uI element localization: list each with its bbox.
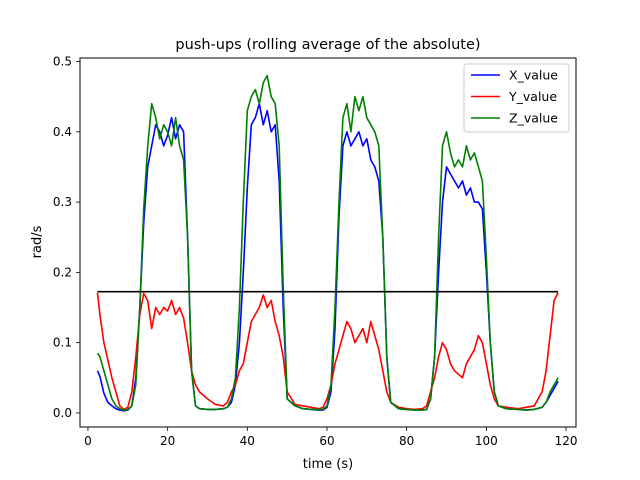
chart-title: push-ups (rolling average of the absolut… [175,37,480,53]
x-tick-label: 40 [240,434,255,448]
x-tick-label: 120 [555,434,578,448]
y-tick-label: 0.4 [53,125,72,139]
legend-label: X_value [509,68,558,83]
y-tick-label: 0.0 [53,406,72,420]
legend-label: Y_value [508,89,557,104]
legend: X_value Y_value Z_value [463,63,570,133]
y-axis-label: rad/s [30,225,45,258]
plot-frame [79,57,577,428]
x-axis-label: time (s) [303,457,353,472]
series-layer [96,74,559,412]
x-axis-ticks: 0 20 40 60 80 100 120 [84,427,577,448]
legend-box [463,63,570,133]
x-tick-label: 80 [399,434,414,448]
y-axis-ticks: 0.0 0.1 0.2 0.3 0.4 0.5 [53,55,80,420]
x-tick-label: 100 [475,434,498,448]
y-tick-label: 0.1 [53,336,72,350]
x-tick-label: 20 [160,434,175,448]
legend-label: Z_value [509,111,558,126]
series-line-y-value [96,292,559,411]
y-tick-label: 0.2 [53,265,72,279]
x-tick-label: 0 [84,434,92,448]
series-line-z-value [96,74,559,411]
y-tick-label: 0.3 [53,195,72,209]
y-tick-label: 0.5 [53,55,72,69]
x-tick-label: 60 [319,434,334,448]
